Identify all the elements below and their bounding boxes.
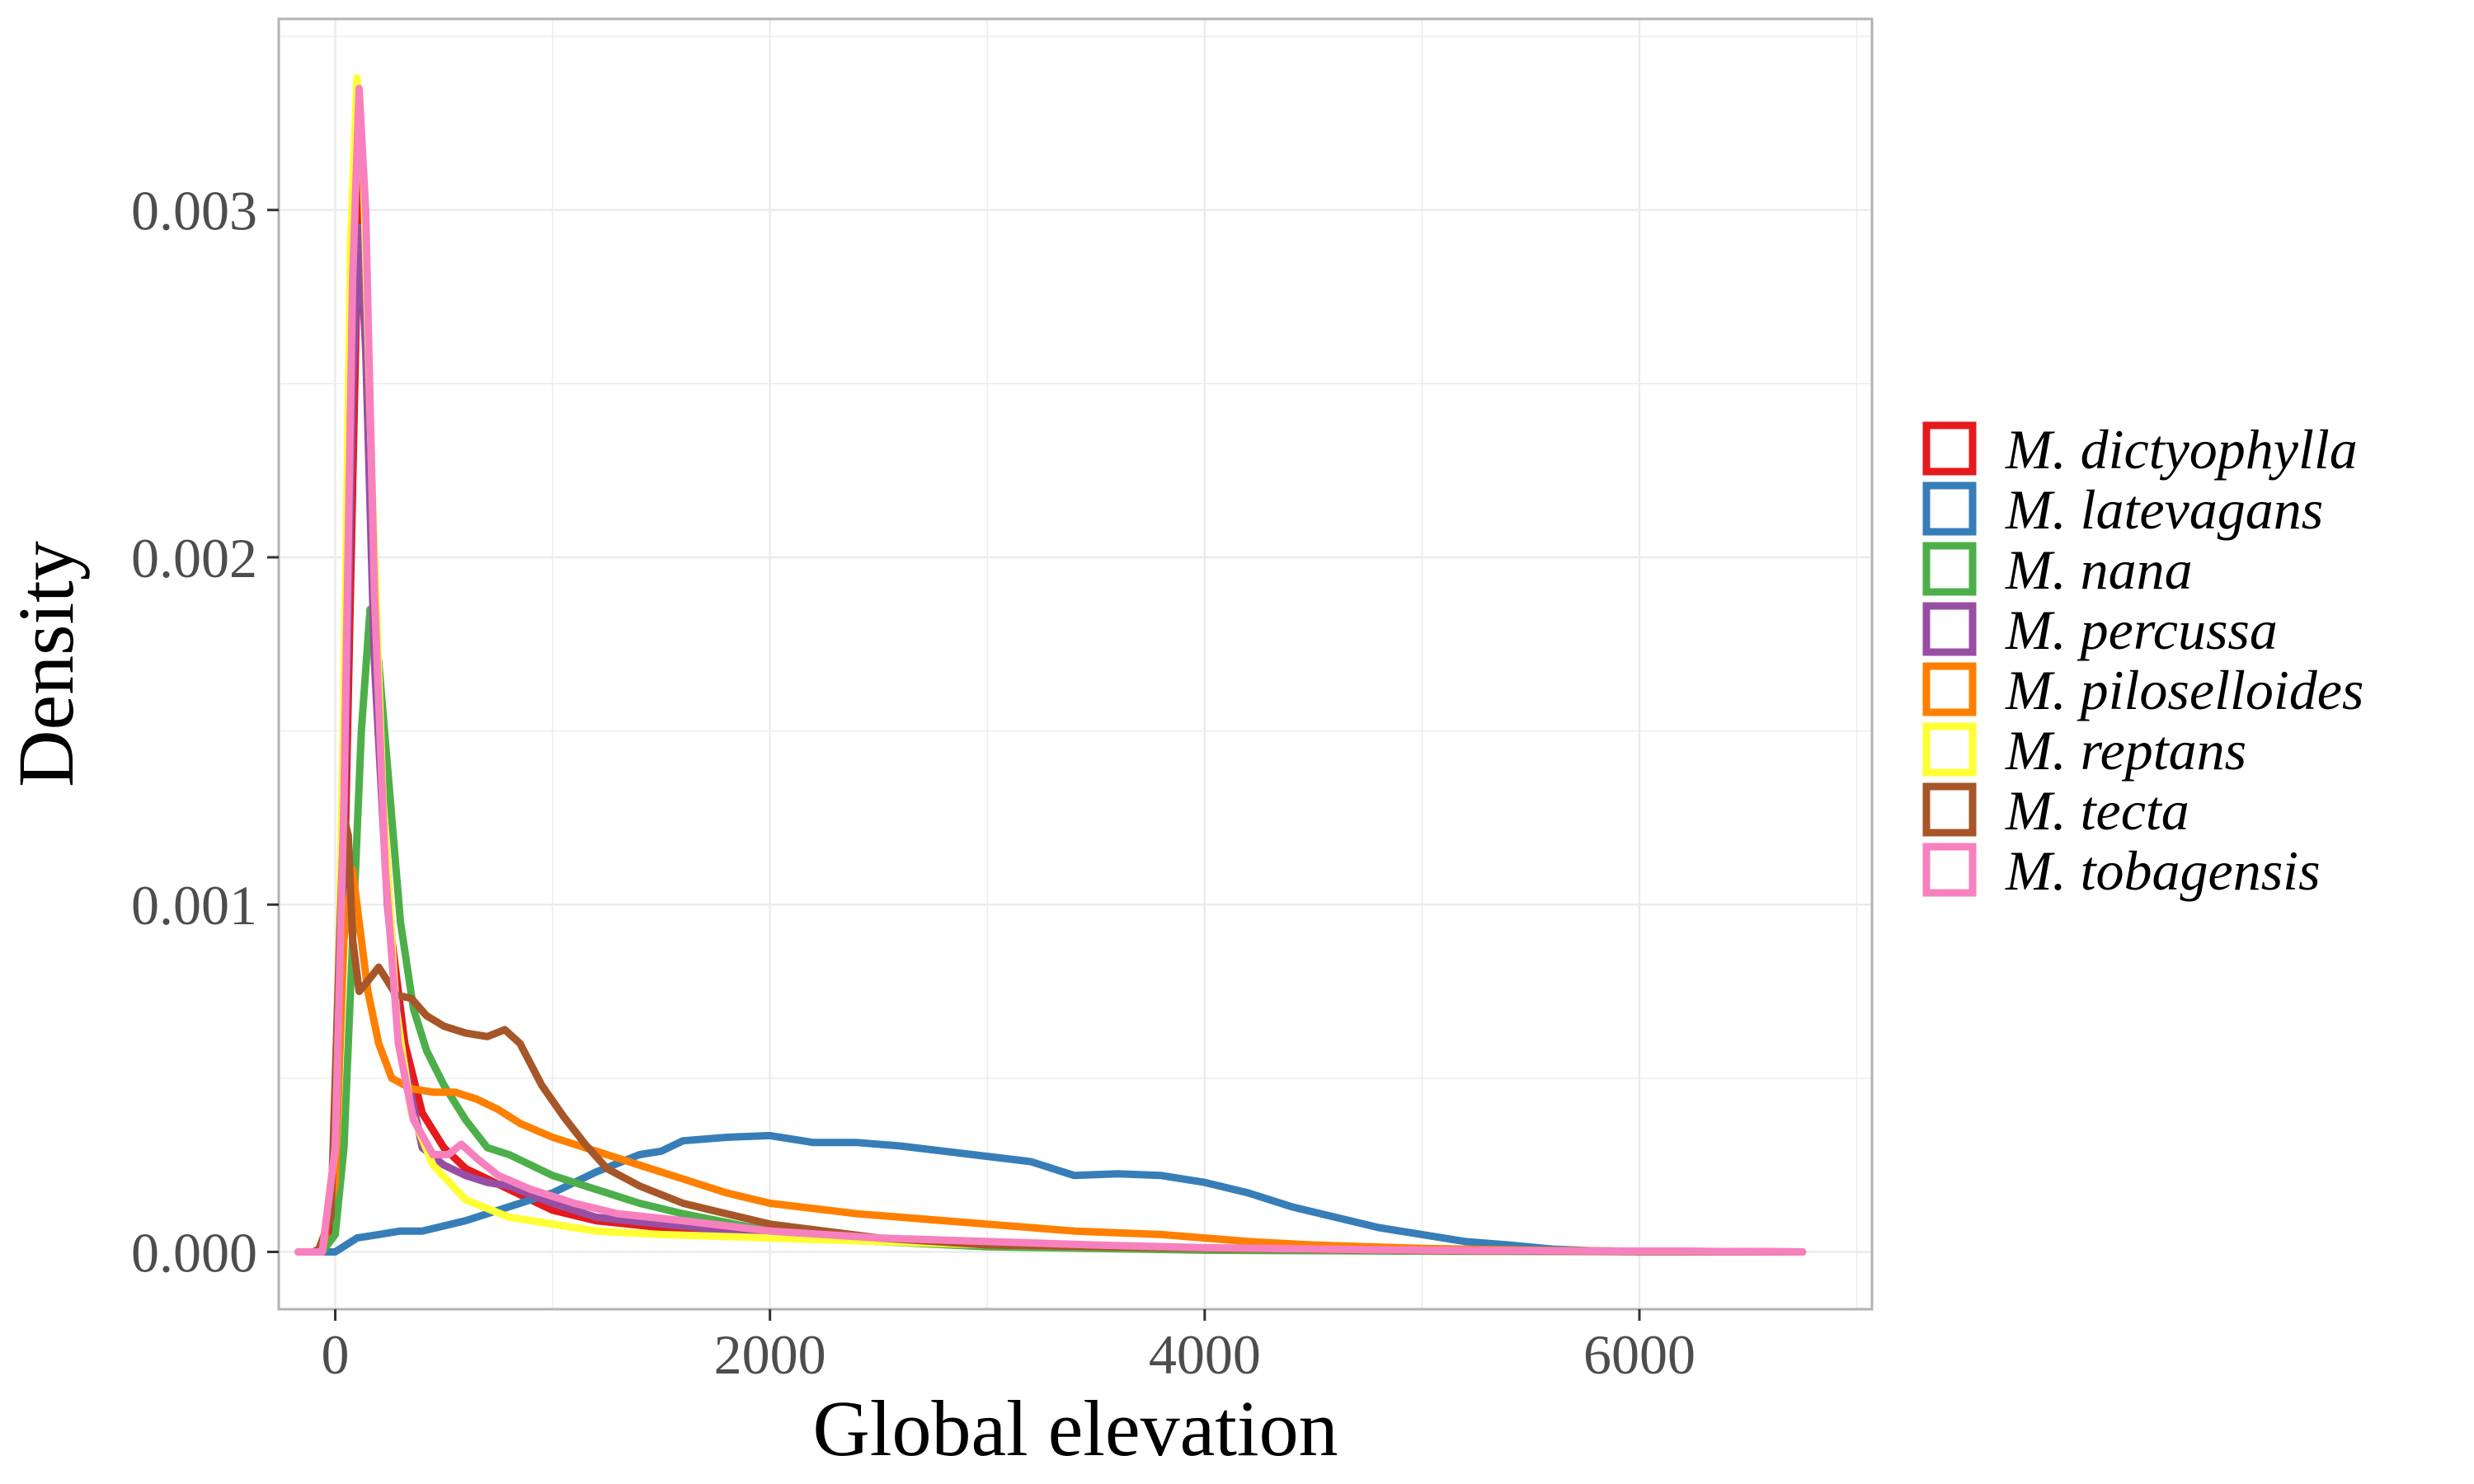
y-tick-label: 0.000 <box>131 1221 257 1284</box>
panel-border <box>277 17 1874 1311</box>
legend-label-2: M. nana <box>2005 538 2193 601</box>
y-tick-label: 0.001 <box>131 874 257 937</box>
x-tick-label: 2000 <box>714 1323 826 1386</box>
y-axis-ticks: 0.000 0.001 0.002 0.003 <box>131 180 279 1284</box>
grid-lines <box>279 19 1872 1309</box>
legend-label-7: M. tobagensis <box>2005 839 2321 902</box>
series-line-7 <box>294 84 1807 1256</box>
series-lines <box>294 74 1807 1256</box>
x-tick-label: 0 <box>322 1323 350 1386</box>
series-line-5 <box>294 74 1807 1256</box>
x-axis-title: Global elevation <box>812 1384 1338 1472</box>
y-axis-title: Density <box>2 541 90 787</box>
legend-label-3: M. percussa <box>2005 599 2278 661</box>
legend-key-5 <box>1922 722 1977 777</box>
legend-key-3 <box>1922 602 1977 656</box>
legend-key-2 <box>1922 542 1977 596</box>
x-tick-label: 4000 <box>1149 1323 1261 1386</box>
legend-key-7 <box>1922 843 1977 897</box>
y-tick-label: 0.002 <box>131 527 257 589</box>
series-line-0 <box>294 171 1807 1256</box>
legend-label-1: M. latevagans <box>2005 478 2323 541</box>
y-tick-label: 0.003 <box>131 180 257 242</box>
legend-key-1 <box>1922 481 1977 536</box>
x-axis-ticks: 0 2000 4000 6000 <box>322 1309 1696 1386</box>
legend-key-4 <box>1922 662 1977 716</box>
legend-label-0: M. dictyophylla <box>2005 418 2358 481</box>
legend-key-6 <box>1922 782 1977 837</box>
legend-label-4: M. piloselloides <box>2005 659 2363 721</box>
series-line-2 <box>294 605 1807 1256</box>
series-line-1 <box>294 1131 1807 1256</box>
series-line-3 <box>294 223 1807 1256</box>
legend-key-0 <box>1922 421 1977 476</box>
legend-label-5: M. reptans <box>2005 719 2246 782</box>
legend-label-6: M. tecta <box>2005 779 2189 842</box>
x-tick-label: 6000 <box>1583 1323 1696 1386</box>
